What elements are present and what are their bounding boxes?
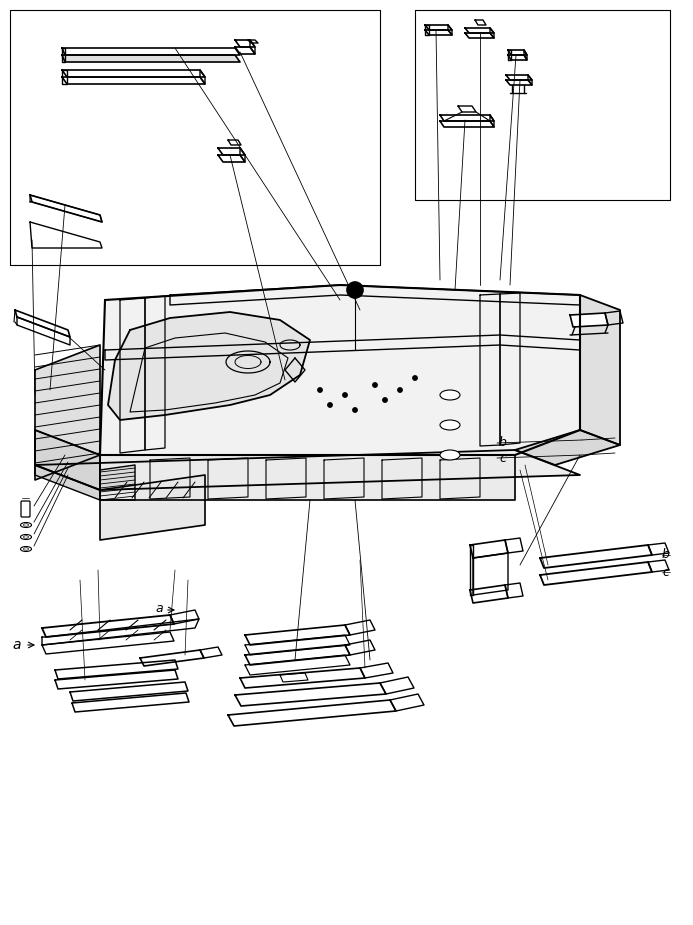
Polygon shape: [465, 28, 494, 33]
Polygon shape: [515, 430, 620, 465]
Ellipse shape: [440, 420, 460, 430]
Polygon shape: [506, 75, 532, 80]
Polygon shape: [100, 475, 205, 540]
Ellipse shape: [21, 535, 31, 539]
Ellipse shape: [21, 547, 31, 551]
Ellipse shape: [21, 523, 31, 527]
Circle shape: [318, 388, 322, 392]
Polygon shape: [62, 48, 240, 55]
Polygon shape: [508, 50, 527, 55]
Ellipse shape: [24, 536, 28, 538]
Polygon shape: [235, 40, 255, 47]
Text: a: a: [155, 601, 163, 614]
Polygon shape: [62, 55, 240, 62]
Circle shape: [347, 282, 363, 298]
Polygon shape: [35, 430, 100, 490]
Polygon shape: [235, 683, 386, 706]
Text: b: b: [499, 437, 507, 450]
Text: a: a: [12, 638, 21, 652]
Circle shape: [373, 383, 377, 388]
Polygon shape: [540, 562, 652, 585]
Text: c: c: [499, 451, 506, 464]
Circle shape: [413, 376, 417, 380]
Circle shape: [343, 393, 347, 397]
Polygon shape: [245, 625, 350, 645]
Polygon shape: [35, 430, 100, 500]
Polygon shape: [580, 295, 620, 445]
Ellipse shape: [440, 450, 460, 460]
Polygon shape: [470, 540, 508, 558]
Polygon shape: [100, 455, 515, 500]
Polygon shape: [245, 645, 350, 665]
Polygon shape: [425, 25, 452, 30]
Text: b: b: [662, 549, 670, 561]
Polygon shape: [35, 450, 580, 490]
Polygon shape: [570, 313, 608, 327]
Circle shape: [353, 408, 357, 413]
Polygon shape: [100, 285, 580, 455]
Polygon shape: [228, 700, 396, 726]
Polygon shape: [440, 115, 494, 121]
Ellipse shape: [24, 524, 28, 526]
Circle shape: [328, 402, 332, 407]
Polygon shape: [100, 465, 135, 500]
Polygon shape: [62, 70, 205, 77]
Ellipse shape: [24, 548, 28, 550]
Circle shape: [383, 398, 387, 402]
Polygon shape: [35, 345, 100, 480]
Polygon shape: [540, 545, 652, 568]
Polygon shape: [218, 148, 245, 155]
Ellipse shape: [440, 390, 460, 400]
Circle shape: [398, 388, 402, 392]
Text: c: c: [662, 565, 669, 578]
Polygon shape: [42, 615, 174, 637]
FancyBboxPatch shape: [21, 501, 30, 517]
Polygon shape: [240, 668, 365, 688]
Polygon shape: [108, 312, 310, 420]
Polygon shape: [140, 650, 204, 666]
